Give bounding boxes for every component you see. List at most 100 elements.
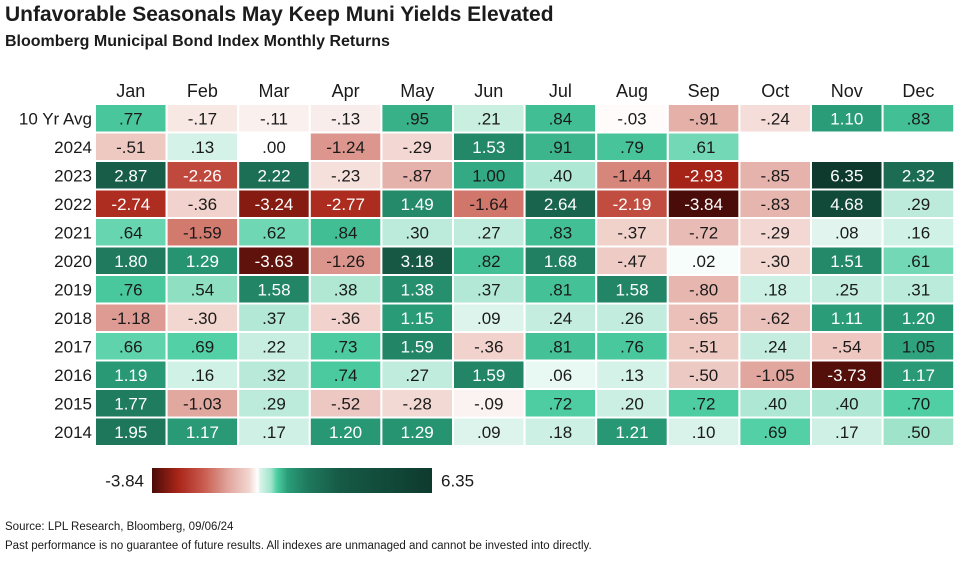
- cell-value: -.85: [761, 166, 790, 185]
- row-label: 2021: [54, 223, 92, 242]
- heatmap-cell: [738, 388, 813, 419]
- cell-value: .13: [191, 138, 215, 157]
- cell-value: -.50: [689, 366, 718, 385]
- cell-value: -.51: [116, 138, 145, 157]
- column-header-feb: Feb: [187, 81, 218, 101]
- cell-value: -3.24: [255, 195, 294, 214]
- heatmap-cell: [881, 388, 956, 419]
- cell-value: .66: [119, 337, 143, 356]
- heatmap-cell: [738, 245, 813, 276]
- column-header-dec: Dec: [902, 81, 934, 101]
- heatmap-cell: [523, 160, 598, 191]
- cell-value: .17: [835, 423, 859, 442]
- cell-value: -.37: [617, 223, 646, 242]
- column-header-mar: Mar: [259, 81, 290, 101]
- cell-value: .81: [549, 280, 573, 299]
- cell-value: -.03: [617, 109, 646, 128]
- cell-value: .64: [119, 223, 143, 242]
- chart-subtitle: Bloomberg Municipal Bond Index Monthly R…: [5, 33, 390, 50]
- cell-value: .61: [692, 138, 716, 157]
- heatmap-cell: [237, 302, 311, 333]
- cell-value: -.30: [761, 252, 790, 271]
- cell-value: .09: [477, 423, 501, 442]
- heatmap-cell: [165, 245, 240, 276]
- cell-value: .13: [620, 366, 644, 385]
- heatmap-cell: [881, 359, 956, 390]
- cell-value: -2.77: [326, 195, 365, 214]
- cell-value: .22: [262, 337, 286, 356]
- cell-value: 4.68: [830, 195, 863, 214]
- cell-value: 2.32: [902, 166, 935, 185]
- heatmap-cell: [881, 416, 956, 447]
- cell-value: .38: [334, 280, 358, 299]
- heatmap-cell: [666, 416, 741, 447]
- cell-value: .91: [549, 138, 573, 157]
- cell-value: -.47: [617, 252, 646, 271]
- row-label: 2018: [54, 309, 92, 328]
- heatmap-cell: [881, 103, 956, 134]
- cell-value: 3.18: [401, 252, 434, 271]
- cell-value: 2.87: [114, 166, 147, 185]
- cell-value: -.30: [188, 309, 217, 328]
- heatmap-cell: [523, 416, 598, 447]
- row-label: 10 Yr Avg: [19, 109, 92, 128]
- cell-value: -.83: [761, 195, 790, 214]
- heatmap-chart: Jan Feb Mar Apr May Jun Jul Aug Sep Oct Nov Dec 10 Y…: [19, 81, 956, 493]
- heatmap-cell: [523, 359, 598, 390]
- cell-value: .77: [119, 109, 143, 128]
- cell-value: 1.59: [472, 366, 505, 385]
- row-label: 2022: [54, 195, 92, 214]
- heatmap-cell: [165, 188, 240, 219]
- heatmap-cell: [94, 274, 168, 305]
- heatmap-cell: [595, 274, 669, 305]
- heatmap-cell: [165, 274, 240, 305]
- heatmap-cell: [165, 388, 240, 419]
- heatmap-cell: [308, 103, 383, 134]
- cell-value: .83: [907, 109, 931, 128]
- heatmap-cell: [738, 302, 813, 333]
- heatmap-cell: [165, 359, 240, 390]
- cell-value: -1.59: [183, 223, 222, 242]
- cell-value: .73: [334, 337, 358, 356]
- column-header-nov: Nov: [831, 81, 863, 101]
- column-header-may: May: [400, 81, 434, 101]
- heatmap-cell: [308, 359, 383, 390]
- cell-value: .79: [620, 138, 644, 157]
- cell-value: .16: [191, 366, 215, 385]
- cell-value: 1.53: [472, 138, 505, 157]
- row-label: 2016: [54, 366, 92, 385]
- cell-value: .30: [405, 223, 429, 242]
- cell-value: -3.63: [255, 252, 294, 271]
- heatmap-cell: [237, 274, 311, 305]
- heatmap-cell: [237, 416, 311, 447]
- cell-value: .37: [477, 280, 501, 299]
- cell-value: .69: [191, 337, 215, 356]
- heatmap-cell: [738, 359, 813, 390]
- cell-value: .83: [549, 223, 573, 242]
- row-label: 2019: [54, 280, 92, 299]
- cell-value: -.28: [403, 394, 432, 413]
- heatmap-cell: [523, 331, 598, 362]
- cell-value: -.36: [331, 309, 360, 328]
- cell-value: .40: [835, 394, 859, 413]
- cell-value: .76: [620, 337, 644, 356]
- cell-value: 1.10: [830, 109, 863, 128]
- heatmap-cell: [452, 188, 526, 219]
- heatmap-cell: [452, 103, 526, 134]
- heatmap-cell: [810, 188, 884, 219]
- cell-value: -.65: [689, 309, 718, 328]
- cell-value: .29: [262, 394, 286, 413]
- cell-value: -1.18: [111, 309, 150, 328]
- cell-value: -.29: [403, 138, 432, 157]
- heatmap-cell: [94, 416, 168, 447]
- cell-value: .40: [763, 394, 787, 413]
- disclaimer-note: Past performance is no guarantee of futu…: [5, 540, 592, 552]
- heatmap-cell: [523, 188, 598, 219]
- heatmap-cell: [881, 217, 956, 248]
- heatmap-cell: [308, 245, 383, 276]
- cell-value: .62: [262, 223, 286, 242]
- column-header-oct: Oct: [761, 81, 789, 101]
- cell-value: .18: [763, 280, 787, 299]
- row-label: 2014: [54, 423, 92, 442]
- heatmap-cell: [237, 103, 311, 134]
